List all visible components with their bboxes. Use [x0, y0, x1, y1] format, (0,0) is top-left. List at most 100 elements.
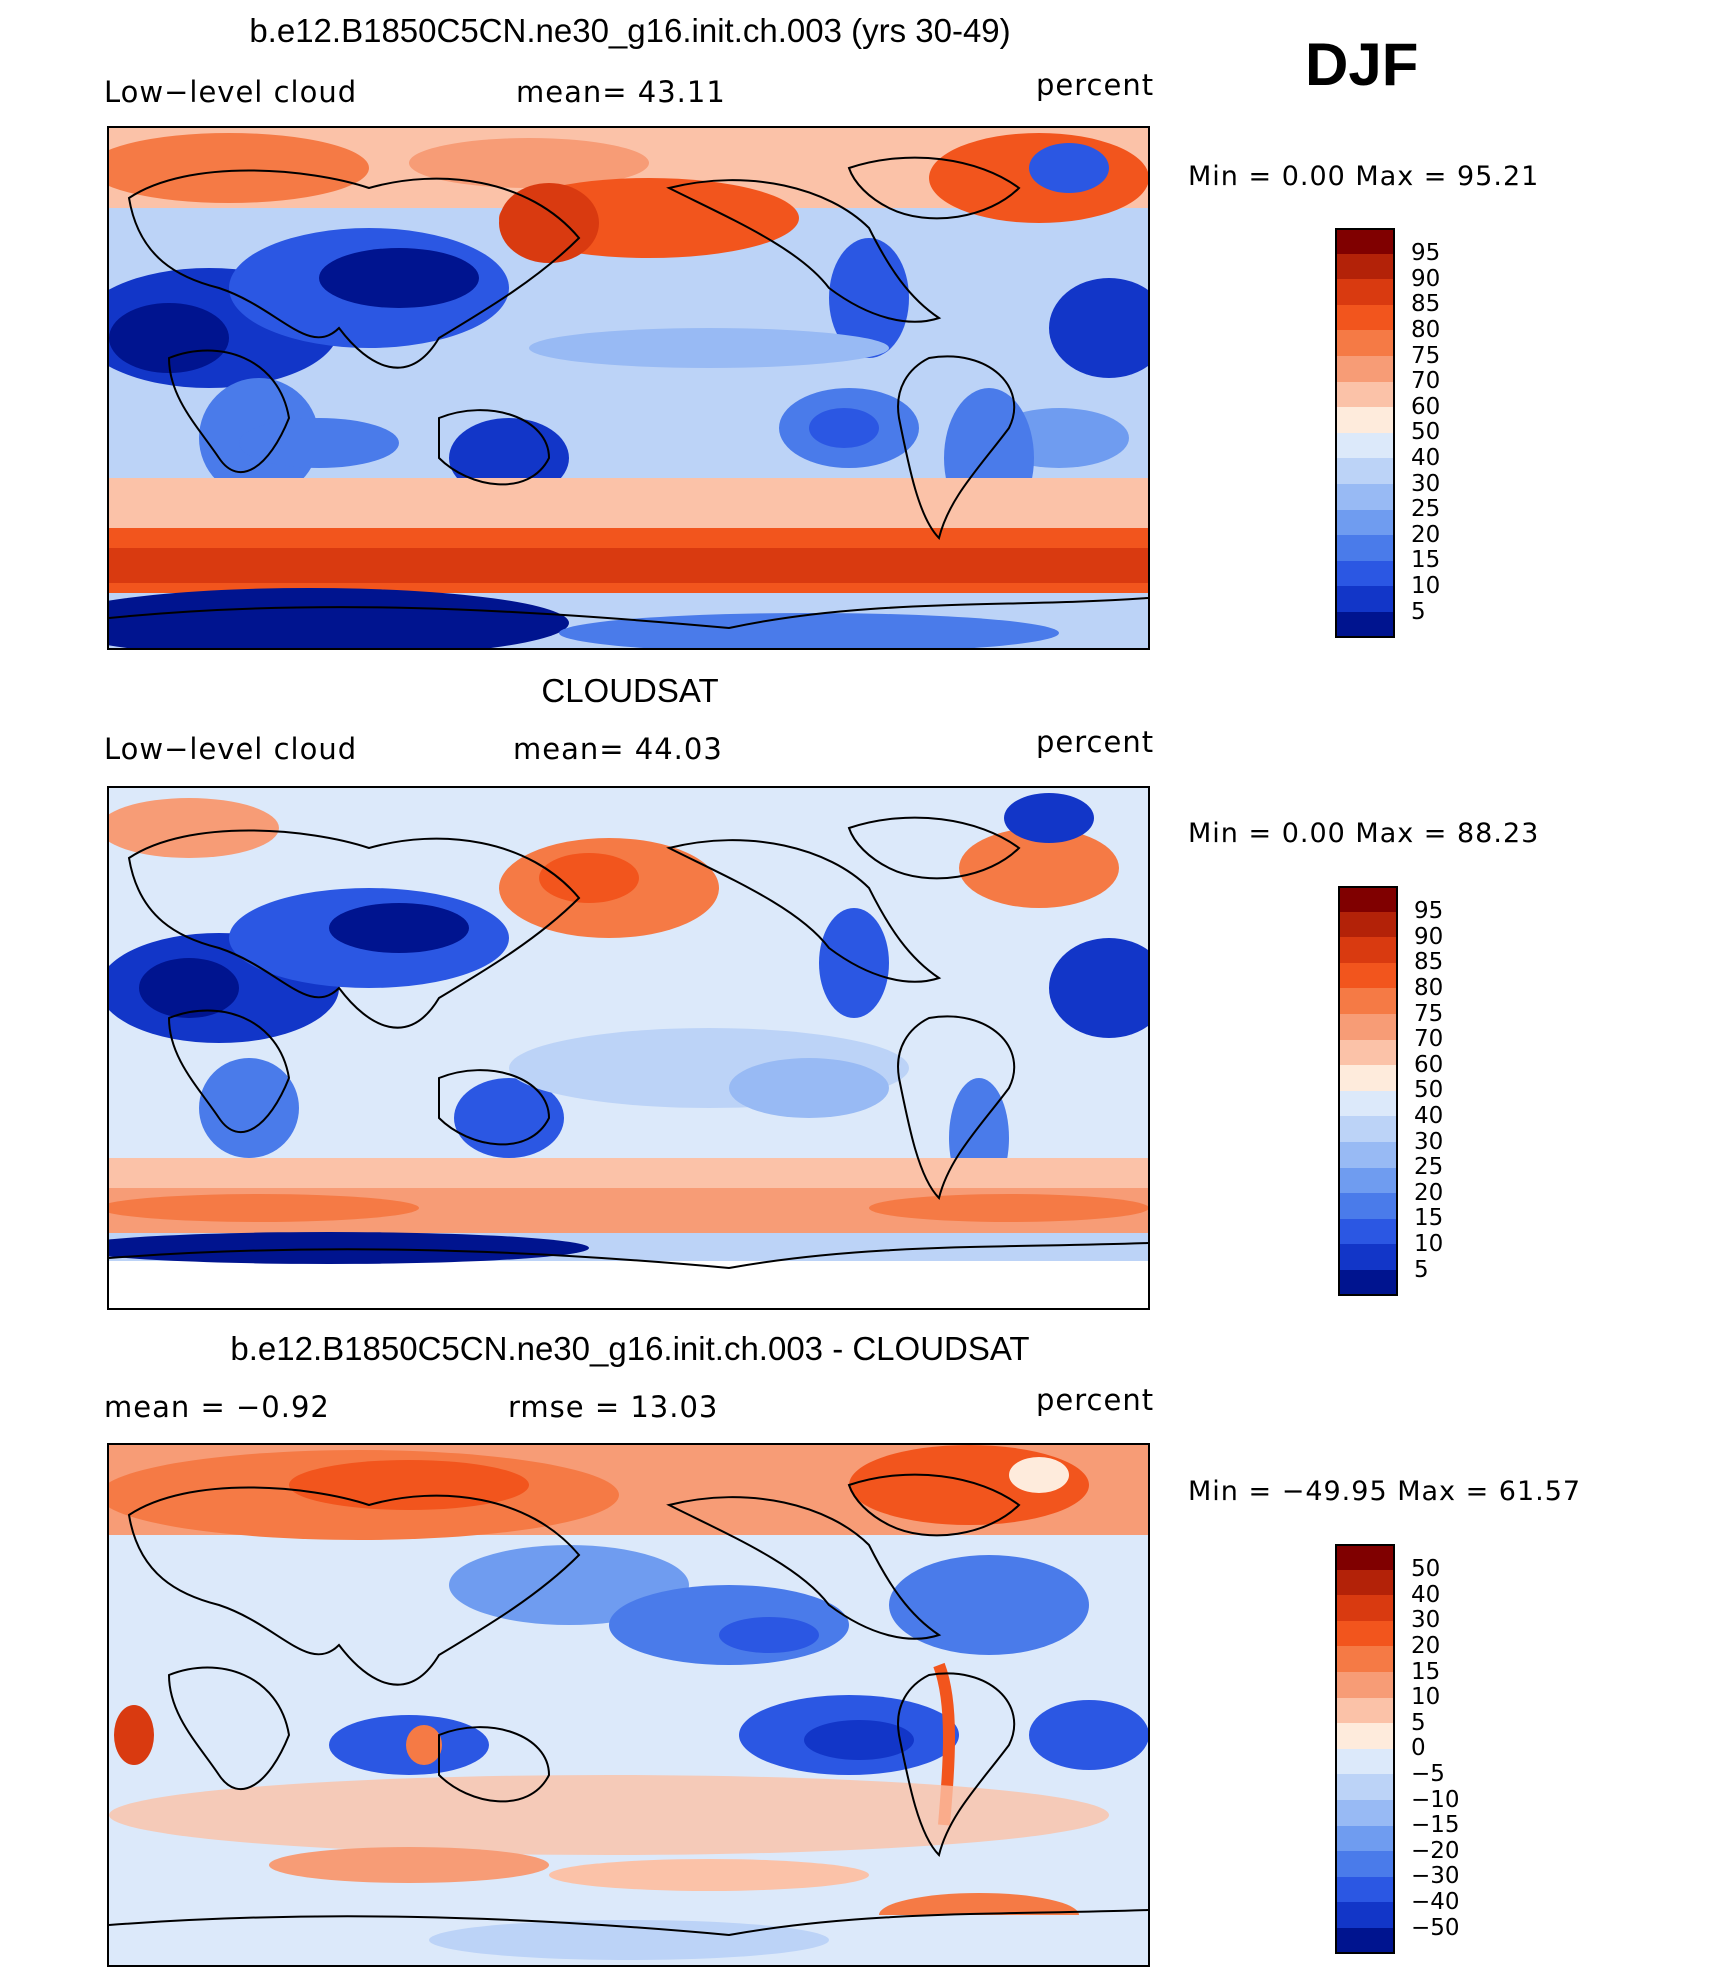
colorbar-swatch	[1338, 1167, 1398, 1194]
colorbar-label: 95	[1411, 240, 1441, 267]
colorbar-label: −15	[1411, 1812, 1460, 1839]
colorbar-swatch	[1338, 1244, 1398, 1271]
colorbar-swatch	[1335, 1825, 1395, 1852]
colorbar-swatch	[1335, 1902, 1395, 1929]
colorbar-label: 40	[1411, 444, 1441, 471]
colorbar-swatch	[1335, 535, 1395, 562]
colorbar-label: 30	[1414, 1128, 1444, 1155]
colorbar-label: 50	[1411, 419, 1441, 446]
colorbar-swatch	[1335, 1774, 1395, 1801]
colorbar-swatch	[1335, 484, 1395, 511]
colorbar-label: 20	[1414, 1179, 1444, 1206]
colorbar-label: 5	[1411, 598, 1426, 625]
panel-1-variable-label: Low−level cloud	[104, 75, 358, 109]
colorbar-label: 75	[1414, 1000, 1444, 1027]
panel-1-min-max: Min = 0.00 Max = 95.21	[1188, 161, 1540, 192]
colorbar-label: 5	[1414, 1256, 1429, 1283]
colorbar-swatch	[1335, 612, 1395, 639]
colorbar-swatch	[1338, 1090, 1398, 1117]
colorbar-label: 95	[1414, 898, 1444, 925]
colorbar-swatch	[1335, 1569, 1395, 1596]
colorbar-swatch	[1338, 911, 1398, 938]
panel-1-mean-label: mean= 43.11	[516, 75, 726, 109]
colorbar-label: 10	[1411, 1684, 1441, 1711]
colorbar-swatch	[1335, 1595, 1395, 1622]
colorbar-swatch	[1338, 1218, 1398, 1245]
colorbar-label: 40	[1411, 1581, 1441, 1608]
colorbar-label: 40	[1414, 1102, 1444, 1129]
colorbar-swatch	[1335, 356, 1395, 383]
colorbar-label: 70	[1414, 1026, 1444, 1053]
colorbar-swatch	[1335, 1544, 1395, 1571]
colorbar-label: 90	[1414, 923, 1444, 950]
colorbar-swatch	[1335, 1876, 1395, 1903]
panel-2-variable-label: Low−level cloud	[104, 732, 358, 766]
colorbar-swatch	[1338, 1116, 1398, 1143]
colorbar-label: 30	[1411, 470, 1441, 497]
colorbar-swatch	[1335, 330, 1395, 357]
panel-2-title: CLOUDSAT	[541, 672, 719, 709]
colorbar-label: −10	[1411, 1786, 1460, 1813]
colorbar-swatch	[1335, 1748, 1395, 1775]
colorbar-swatch	[1338, 886, 1398, 913]
colorbar-label: −20	[1411, 1837, 1460, 1864]
colorbar-swatch	[1335, 1723, 1395, 1750]
colorbar-label: 0	[1411, 1735, 1426, 1762]
colorbar-label: 85	[1411, 291, 1441, 318]
colorbar-swatch	[1335, 586, 1395, 613]
colorbar-swatch	[1335, 381, 1395, 408]
colorbar-swatch	[1335, 304, 1395, 331]
colorbar-swatch	[1338, 1065, 1398, 1092]
colorbar-swatch	[1338, 1193, 1398, 1220]
panel-2-map-field	[109, 788, 1148, 1308]
panel-2-units-label: percent	[1036, 725, 1155, 759]
colorbar-label: 5	[1411, 1709, 1426, 1736]
panel-1-map	[107, 126, 1150, 650]
colorbar-swatch	[1335, 1697, 1395, 1724]
colorbar-label: 10	[1411, 572, 1441, 599]
colorbar-swatch	[1338, 1039, 1398, 1066]
panel-3-map	[107, 1443, 1150, 1967]
colorbar-label: 20	[1411, 521, 1441, 548]
colorbar-swatch	[1335, 1800, 1395, 1827]
panel-1-title: b.e12.B1850C5CN.ne30_g16.init.ch.003 (yr…	[249, 12, 1011, 49]
panel-3-mean-label: mean = −0.92	[104, 1390, 330, 1424]
colorbar-swatch	[1335, 1672, 1395, 1699]
colorbar-label: 50	[1414, 1077, 1444, 1104]
colorbar-label: −5	[1411, 1760, 1445, 1787]
colorbar-label: 20	[1411, 1632, 1441, 1659]
colorbar-swatch	[1335, 279, 1395, 306]
colorbar-label: 25	[1414, 1154, 1444, 1181]
panel-2-mean-label: mean= 44.03	[513, 732, 723, 766]
colorbar-swatch	[1335, 560, 1395, 587]
colorbar-swatch	[1338, 988, 1398, 1015]
colorbar-swatch	[1338, 962, 1398, 989]
panel-2-min-max: Min = 0.00 Max = 88.23	[1188, 818, 1540, 849]
colorbar-swatch	[1335, 1620, 1395, 1647]
colorbar-label: 10	[1414, 1230, 1444, 1257]
colorbar-label: 80	[1414, 974, 1444, 1001]
panel-3-rmse-label: rmse = 13.03	[508, 1390, 719, 1424]
colorbar-swatch	[1335, 1646, 1395, 1673]
colorbar-swatch	[1338, 1270, 1398, 1297]
panel-3-title: b.e12.B1850C5CN.ne30_g16.init.ch.003 - C…	[230, 1330, 1030, 1367]
colorbar-label: 80	[1411, 316, 1441, 343]
panel-2-map	[107, 786, 1150, 1310]
colorbar-label: 75	[1411, 342, 1441, 369]
colorbar-label: −50	[1411, 1914, 1460, 1941]
colorbar-label: 60	[1414, 1051, 1444, 1078]
panel-1-map-field	[109, 128, 1148, 648]
colorbar-swatch	[1335, 432, 1395, 459]
colorbar-swatch	[1335, 407, 1395, 434]
panel-3-units-label: percent	[1036, 1383, 1155, 1417]
colorbar-swatch	[1335, 228, 1395, 255]
panel-3-min-max: Min = −49.95 Max = 61.57	[1188, 1476, 1582, 1507]
colorbar-label: 30	[1411, 1607, 1441, 1634]
colorbar-swatch	[1338, 1142, 1398, 1169]
colorbar-swatch	[1335, 509, 1395, 536]
colorbar-label: 15	[1414, 1205, 1444, 1232]
panel-1-units-label: percent	[1036, 68, 1155, 102]
colorbar-label: 25	[1411, 496, 1441, 523]
panel-3-map-field	[109, 1445, 1148, 1965]
colorbar-swatch	[1335, 1851, 1395, 1878]
